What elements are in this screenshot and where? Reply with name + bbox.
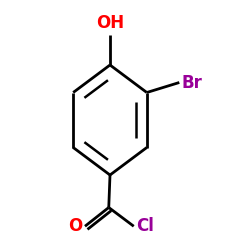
Text: O: O (68, 217, 82, 235)
Text: Br: Br (182, 74, 203, 92)
Text: Cl: Cl (136, 217, 154, 235)
Text: OH: OH (96, 14, 124, 32)
